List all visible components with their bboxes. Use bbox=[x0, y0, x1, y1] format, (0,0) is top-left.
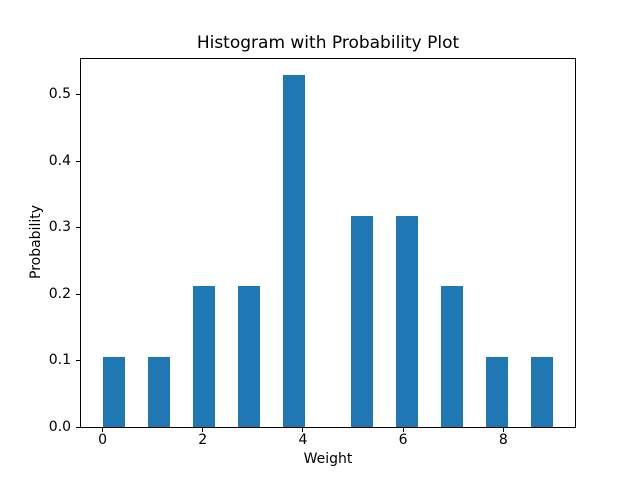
x-axis-label: Weight bbox=[303, 451, 353, 467]
histogram-bar bbox=[350, 216, 374, 428]
histogram-bar bbox=[102, 356, 126, 428]
histogram-bar bbox=[485, 356, 509, 428]
x-tick-label: 2 bbox=[198, 432, 208, 448]
y-tick-label: 0.5 bbox=[48, 85, 71, 102]
x-tick-label: 0 bbox=[98, 432, 107, 448]
y-tick-label: 0.1 bbox=[48, 352, 71, 369]
y-tick-label: 0.3 bbox=[48, 219, 71, 236]
y-tick-mark bbox=[75, 227, 80, 229]
x-tick-label: 6 bbox=[398, 432, 408, 448]
x-tick-label: 8 bbox=[498, 432, 508, 448]
y-tick-mark bbox=[75, 93, 80, 95]
histogram-bar bbox=[192, 286, 216, 428]
y-tick-mark bbox=[75, 160, 80, 162]
y-tick-mark bbox=[75, 426, 80, 428]
y-tick-label: 0.2 bbox=[48, 285, 71, 302]
x-tick-mark bbox=[302, 427, 304, 432]
histogram-bar bbox=[237, 286, 261, 428]
x-tick-mark bbox=[402, 427, 404, 432]
histogram-bar bbox=[395, 216, 419, 428]
y-tick-label: 0.0 bbox=[48, 418, 71, 435]
y-tick-label: 0.4 bbox=[48, 152, 71, 169]
x-tick-mark bbox=[102, 427, 104, 432]
histogram-bar bbox=[440, 286, 464, 428]
histogram-bar bbox=[282, 75, 306, 428]
y-axis-label: Probability bbox=[28, 204, 44, 280]
x-tick-mark bbox=[202, 427, 204, 432]
x-tick-label: 4 bbox=[298, 432, 308, 448]
histogram-bar bbox=[530, 356, 554, 428]
y-tick-mark bbox=[75, 293, 80, 295]
y-tick-mark bbox=[75, 360, 80, 362]
chart-title: Histogram with Probability Plot bbox=[196, 33, 460, 53]
histogram-bar bbox=[147, 356, 171, 428]
x-tick-mark bbox=[502, 427, 504, 432]
